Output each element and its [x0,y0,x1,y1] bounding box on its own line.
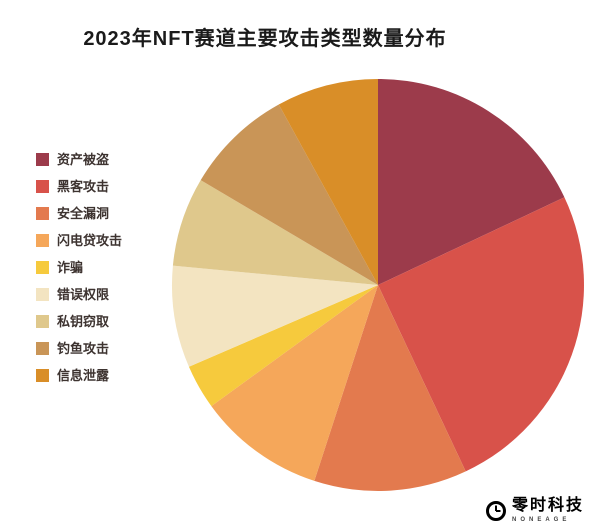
brand-logo: 零时科技 NONEAGE [485,498,584,523]
legend-item-5: 错误权限 [36,288,122,301]
legend-item-0: 资产被盗 [36,153,122,166]
legend-item-8: 信息泄露 [36,369,122,382]
legend: 资产被盗黑客攻击安全漏洞闪电贷攻击诈骗错误权限私钥窃取钓鱼攻击信息泄露 [36,153,122,396]
legend-label: 闪电贷攻击 [57,233,123,248]
legend-swatch [36,180,49,193]
pie-slice-6 [172,180,378,285]
legend-swatch [36,261,49,274]
legend-label: 安全漏洞 [57,206,110,221]
legend-label: 信息泄露 [57,368,110,383]
legend-swatch [36,234,49,247]
legend-label: 私钥窃取 [57,314,110,329]
legend-item-1: 黑客攻击 [36,180,122,193]
legend-item-2: 安全漏洞 [36,207,122,220]
pie-slice-7 [200,104,378,285]
legend-swatch [36,315,49,328]
brand-text: 零时科技 NONEAGE [511,497,584,524]
pie-slice-1 [378,197,584,472]
legend-label: 诈骗 [57,260,84,275]
pie-slice-2 [314,285,466,491]
legend-label: 错误权限 [57,287,110,302]
legend-item-7: 钓鱼攻击 [36,342,122,355]
brand-subtitle: NONEAGE [511,517,571,523]
legend-swatch [36,153,49,166]
pie-slice-8 [278,79,378,285]
pie-slice-4 [188,285,378,407]
legend-swatch [36,342,49,355]
legend-item-6: 私钥窃取 [36,315,122,328]
brand-name: 零时科技 [511,497,584,514]
legend-swatch [36,369,49,382]
legend-label: 黑客攻击 [57,179,110,194]
pie-slice-0 [378,79,565,285]
legend-swatch [36,288,49,301]
legend-item-3: 闪电贷攻击 [36,234,122,247]
legend-label: 钓鱼攻击 [57,341,110,356]
legend-label: 资产被盗 [57,152,110,167]
pie-slice-5 [171,265,378,367]
chart-title: 2023年NFT赛道主要攻击类型数量分布 [83,28,447,50]
legend-swatch [36,207,49,220]
clock-logo-icon [485,500,507,522]
pie-slice-3 [211,285,378,481]
legend-item-4: 诈骗 [36,261,122,274]
